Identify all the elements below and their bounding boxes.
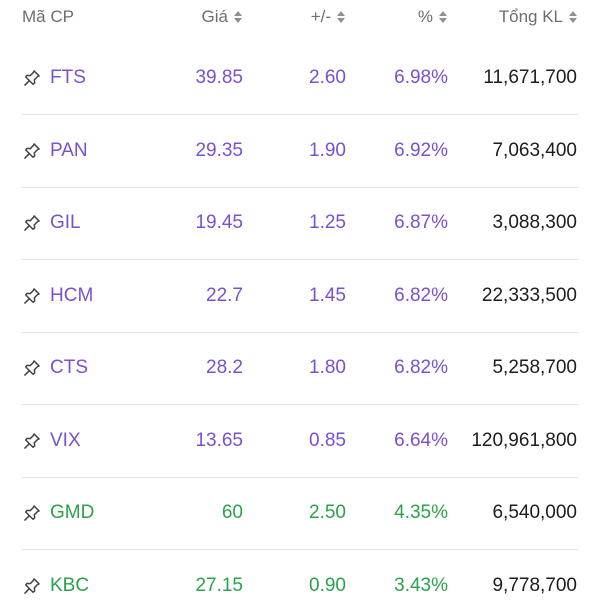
price-cell: 28.2	[206, 357, 243, 378]
percent-cell: 3.43%	[394, 574, 448, 596]
row-divider	[22, 549, 578, 550]
pin-icon[interactable]	[22, 68, 42, 88]
row-divider	[22, 476, 578, 478]
volume-cell: 5,258,700	[492, 357, 577, 378]
pin-icon[interactable]	[22, 141, 42, 161]
price-cell: 27.15	[195, 574, 243, 596]
change-cell: 1.25	[309, 212, 346, 233]
change-cell: 1.45	[309, 284, 346, 306]
percent-cell: 6.64%	[394, 429, 448, 451]
percent-cell: 6.92%	[394, 139, 448, 161]
symbol-cell[interactable]: HCM	[50, 284, 94, 306]
symbol-cell[interactable]: VIX	[50, 429, 81, 451]
symbol-cell[interactable]: GIL	[50, 212, 81, 233]
price-cell: 29.35	[195, 139, 243, 161]
row-divider	[22, 259, 578, 260]
symbol-cell[interactable]: FTS	[50, 67, 86, 88]
row-divider	[22, 114, 578, 115]
header-percent[interactable]: %	[418, 7, 448, 27]
percent-cell: 6.82%	[394, 357, 448, 378]
table-row[interactable]: PAN 29.35 1.90 6.92% 7,063,400	[0, 116, 600, 188]
row-divider	[22, 331, 578, 333]
volume-cell: 120,961,800	[471, 429, 577, 451]
sort-icon	[439, 10, 448, 24]
table-header: Mã CP Giá +/- % Tổng KL	[0, 0, 600, 40]
header-symbol-label: Mã CP	[22, 7, 74, 26]
header-symbol[interactable]: Mã CP	[22, 7, 74, 27]
header-change[interactable]: +/-	[311, 7, 346, 27]
volume-cell: 11,671,700	[483, 67, 577, 88]
percent-cell: 6.98%	[394, 67, 448, 88]
volume-cell: 7,063,400	[492, 139, 577, 161]
volume-cell: 3,088,300	[492, 212, 577, 233]
price-cell: 22.7	[206, 284, 243, 306]
percent-cell: 4.35%	[394, 502, 448, 523]
row-divider	[22, 186, 578, 188]
table-row[interactable]: GMD 60 2.50 4.35% 6,540,000	[0, 478, 600, 550]
table-row[interactable]: KBC 27.15 0.90 3.43% 9,778,700	[0, 551, 600, 600]
header-percent-label: %	[417, 7, 433, 26]
change-cell: 1.90	[309, 139, 346, 161]
change-cell: 0.85	[309, 429, 346, 451]
pin-icon[interactable]	[22, 431, 42, 451]
symbol-cell[interactable]: PAN	[50, 139, 88, 161]
change-cell: 1.80	[309, 357, 346, 378]
table-row[interactable]: FTS 39.85 2.60 6.98% 11,671,700	[0, 43, 600, 115]
pin-icon[interactable]	[22, 286, 42, 306]
sort-icon	[234, 10, 243, 24]
header-volume-label: Tổng KL	[498, 7, 563, 26]
header-change-label: +/-	[310, 7, 331, 26]
pin-icon[interactable]	[22, 358, 42, 378]
sort-icon	[569, 10, 578, 24]
table-row[interactable]: CTS 28.2 1.80 6.82% 5,258,700	[0, 333, 600, 405]
volume-cell: 9,778,700	[492, 574, 577, 596]
percent-cell: 6.87%	[394, 212, 448, 233]
sort-icon	[337, 10, 346, 24]
price-cell: 60	[221, 502, 243, 523]
price-cell: 39.85	[195, 67, 243, 88]
table-row[interactable]: GIL 19.45 1.25 6.87% 3,088,300	[0, 188, 600, 260]
symbol-cell[interactable]: CTS	[50, 357, 88, 378]
table-row[interactable]: HCM 22.7 1.45 6.82% 22,333,500	[0, 261, 600, 333]
change-cell: 2.60	[309, 67, 346, 88]
header-price-label: Giá	[201, 7, 228, 26]
volume-cell: 22,333,500	[481, 284, 577, 306]
percent-cell: 6.82%	[394, 284, 448, 306]
header-volume[interactable]: Tổng KL	[499, 7, 578, 27]
pin-icon[interactable]	[22, 503, 42, 523]
table-row[interactable]: VIX 13.65 0.85 6.64% 120,961,800	[0, 406, 600, 478]
row-divider	[22, 404, 578, 405]
header-price[interactable]: Giá	[202, 7, 243, 27]
price-cell: 19.45	[195, 212, 243, 233]
volume-cell: 6,540,000	[492, 502, 577, 523]
change-cell: 0.90	[309, 574, 346, 596]
pin-icon[interactable]	[22, 213, 42, 233]
change-cell: 2.50	[309, 502, 346, 523]
price-cell: 13.65	[195, 429, 243, 451]
pin-icon[interactable]	[22, 576, 42, 596]
symbol-cell[interactable]: GMD	[50, 502, 95, 523]
symbol-cell[interactable]: KBC	[50, 574, 90, 596]
